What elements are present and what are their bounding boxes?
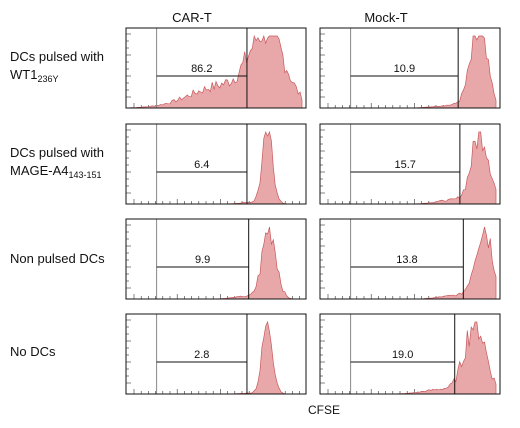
gate-percent-label: 9.9 (195, 254, 210, 266)
gate-percent-label: 10.9 (394, 63, 415, 75)
panel-mock-t-row-4: 19.0 (319, 313, 501, 395)
panel-mock-t-row-2: 15.7 (319, 123, 501, 205)
panel-frame (125, 123, 307, 205)
histogram-area (130, 320, 302, 395)
y-axis-ticks (126, 319, 131, 384)
row-label-2-line2: MAGE-A4143-151 (10, 163, 102, 180)
row-label-1: DCs pulsed with WT1236Y (10, 48, 104, 88)
row-label-3: Non pulsed DCs (10, 250, 105, 268)
panel-frame (319, 123, 501, 205)
column-header-mock-t: Mock-T (364, 10, 408, 25)
y-axis-ticks (126, 33, 131, 98)
y-axis-ticks (126, 224, 131, 289)
panel-car-t-row-3: 9.9 (125, 218, 307, 300)
histogram-area (130, 130, 302, 205)
y-axis-ticks (320, 319, 325, 384)
panel-frame (319, 313, 501, 395)
histogram-area (130, 226, 302, 300)
y-axis-ticks (320, 33, 325, 98)
panel-car-t-row-2: 6.4 (125, 123, 307, 205)
y-axis-ticks (320, 129, 325, 194)
column-header-car-t: CAR-T (172, 10, 212, 25)
row-label-3-main: Non pulsed DCs (10, 251, 105, 266)
row-label-1-line2: WT1236Y (10, 67, 59, 84)
gate-percent-label: 19.0 (392, 349, 413, 361)
row-label-1-main: DCs pulsed with (10, 49, 104, 64)
row-label-2: DCs pulsed with MAGE-A4143-151 (10, 144, 104, 184)
panel-car-t-row-1: 86.2 (125, 27, 307, 109)
x-axis-label: CFSE (308, 403, 341, 417)
panel-frame (125, 218, 307, 300)
row-label-2-main: DCs pulsed with (10, 145, 104, 160)
y-axis-ticks (320, 224, 325, 289)
gate-percent-label: 13.8 (396, 254, 417, 266)
row-label-4: No DCs (10, 343, 56, 361)
panel-frame (125, 27, 307, 109)
panel-frame (125, 313, 307, 395)
gate-percent-label: 86.2 (191, 63, 212, 75)
histogram-area (129, 34, 303, 109)
panel-car-t-row-4: 2.8 (125, 313, 307, 395)
panel-mock-t-row-3: 13.8 (319, 218, 501, 300)
panel-frame (319, 218, 501, 300)
row-label-4-main: No DCs (10, 344, 56, 359)
gate-percent-label: 6.4 (194, 159, 209, 171)
panel-frame (319, 27, 501, 109)
gate-percent-label: 2.8 (194, 349, 209, 361)
gate-percent-label: 15.7 (395, 159, 416, 171)
y-axis-ticks (126, 129, 131, 194)
panel-mock-t-row-1: 10.9 (319, 27, 501, 109)
